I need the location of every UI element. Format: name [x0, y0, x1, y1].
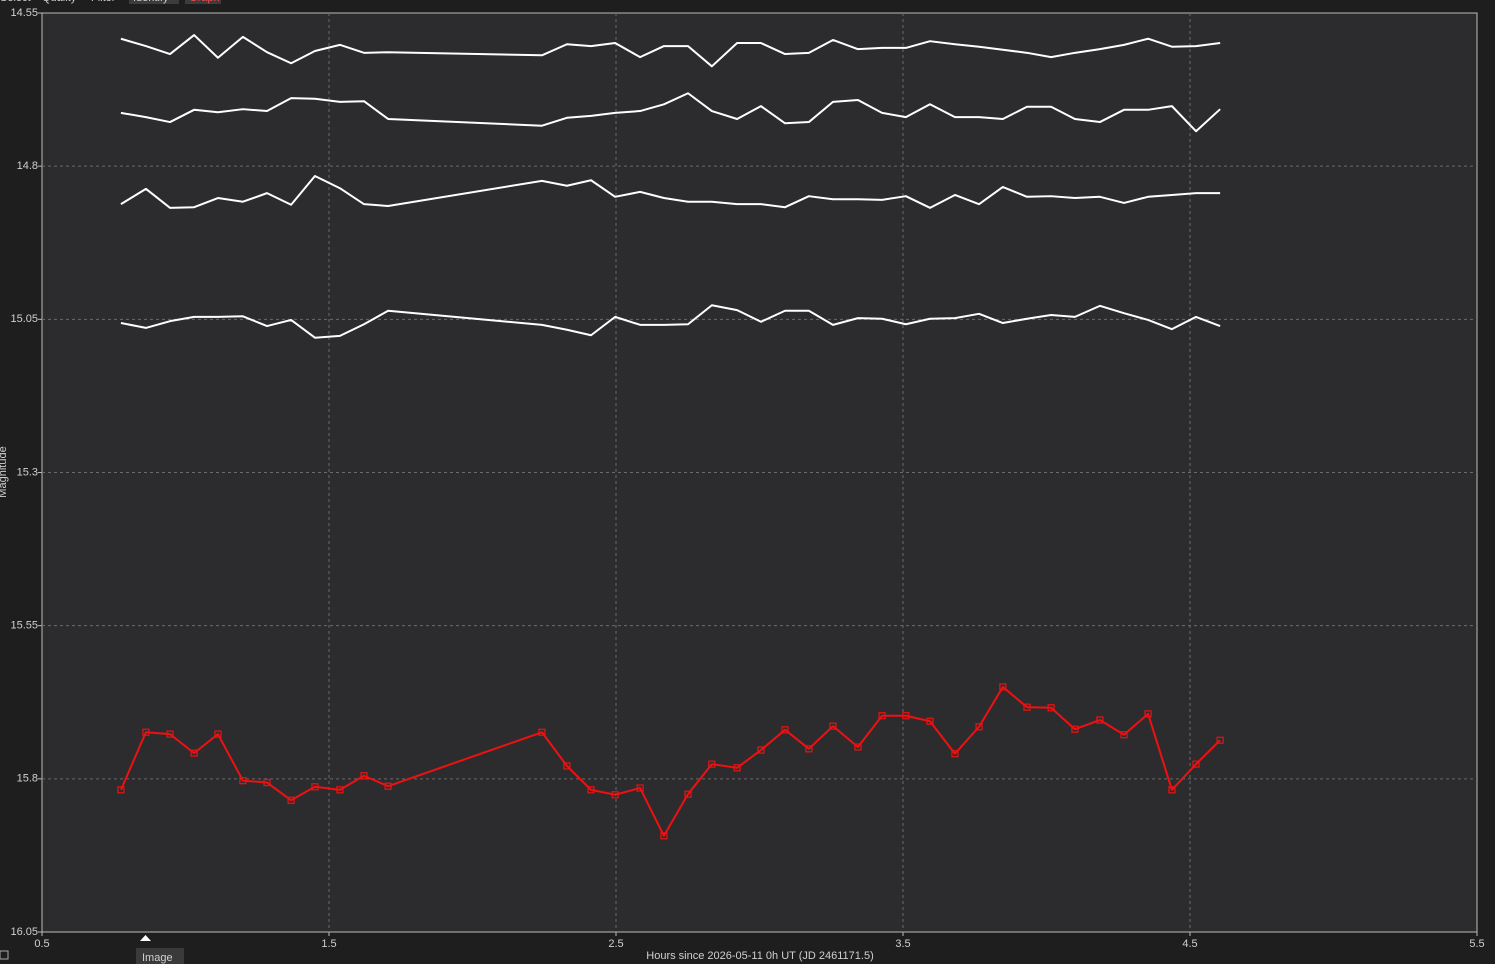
image-marker[interactable] [140, 935, 151, 941]
point-marker [708, 760, 716, 768]
point-marker [384, 782, 392, 790]
point-marker [538, 728, 546, 736]
point-marker [684, 790, 692, 798]
point-marker [336, 786, 344, 794]
point-marker [239, 777, 247, 785]
x-tick-label: 2.5 [608, 938, 623, 950]
point-marker [360, 772, 368, 780]
y-tick-label: 14.55 [10, 7, 38, 19]
point-marker [142, 728, 150, 736]
y-tick-label: 15.3 [17, 466, 38, 478]
tab[interactable] [185, 0, 221, 4]
point-marker [1120, 731, 1128, 739]
point-marker [854, 743, 862, 751]
tab-bar: Select Quality Filter Identify Graph [0, 0, 221, 4]
x-tick-label: 3.5 [895, 938, 910, 950]
point-marker [999, 683, 1007, 691]
x-tick-label: 0.5 [34, 938, 49, 950]
image-button[interactable] [136, 948, 184, 964]
tab-label[interactable]: Quality [42, 0, 77, 4]
x-tick-label: 1.5 [321, 938, 336, 950]
y-tick-label: 15.8 [17, 773, 38, 785]
point-marker [926, 717, 934, 725]
series-line [120, 34, 1221, 68]
y-axis-label: Magnitude [0, 446, 9, 497]
series-line [120, 174, 1221, 209]
y-tick-label: 15.55 [10, 620, 38, 632]
point-marker [1168, 786, 1176, 794]
series-line [120, 685, 1221, 837]
x-tick-label: 5.5 [1469, 938, 1484, 950]
point-marker [263, 778, 271, 787]
x-tick-label: 4.5 [1182, 938, 1197, 950]
point-marker [975, 723, 983, 731]
point-marker [878, 712, 886, 720]
point-marker [1071, 725, 1079, 733]
tab-label[interactable]: Select [0, 0, 31, 4]
point-marker [781, 726, 789, 734]
x-axis-label: Hours since 2026-05-11 0h UT (JD 2461171… [646, 950, 873, 962]
y-tick-label: 14.8 [17, 160, 38, 172]
point-marker [587, 786, 595, 794]
point-marker [951, 750, 959, 758]
point-marker [902, 712, 910, 720]
point-marker [311, 783, 319, 791]
point-marker [733, 764, 741, 772]
point-marker [805, 745, 813, 753]
point-marker [636, 784, 644, 792]
point-marker [166, 730, 174, 738]
corner-icon[interactable] [0, 950, 9, 960]
tab-label[interactable]: Filter [91, 0, 116, 4]
point-marker [117, 786, 125, 794]
point-marker [1023, 703, 1031, 711]
tab-label[interactable]: Graph [189, 0, 220, 4]
point-marker [829, 722, 837, 730]
y-tick-label: 15.05 [10, 313, 38, 325]
series-line [120, 92, 1221, 133]
point-marker [1096, 716, 1104, 724]
point-marker [214, 730, 222, 738]
point-marker [1047, 704, 1055, 712]
image-button-label[interactable]: Image [142, 952, 173, 964]
tab-label[interactable]: Identify [133, 0, 169, 4]
point-marker [287, 796, 295, 804]
point-marker [1192, 760, 1200, 768]
point-marker [563, 762, 571, 770]
tab[interactable] [129, 0, 179, 4]
point-marker [1216, 736, 1224, 744]
point-marker [1144, 710, 1152, 718]
point-marker [660, 832, 668, 840]
y-tick-label: 16.05 [10, 926, 38, 938]
point-marker [611, 791, 619, 799]
point-marker [190, 749, 198, 757]
series-line [120, 304, 1221, 339]
point-marker [757, 746, 765, 754]
